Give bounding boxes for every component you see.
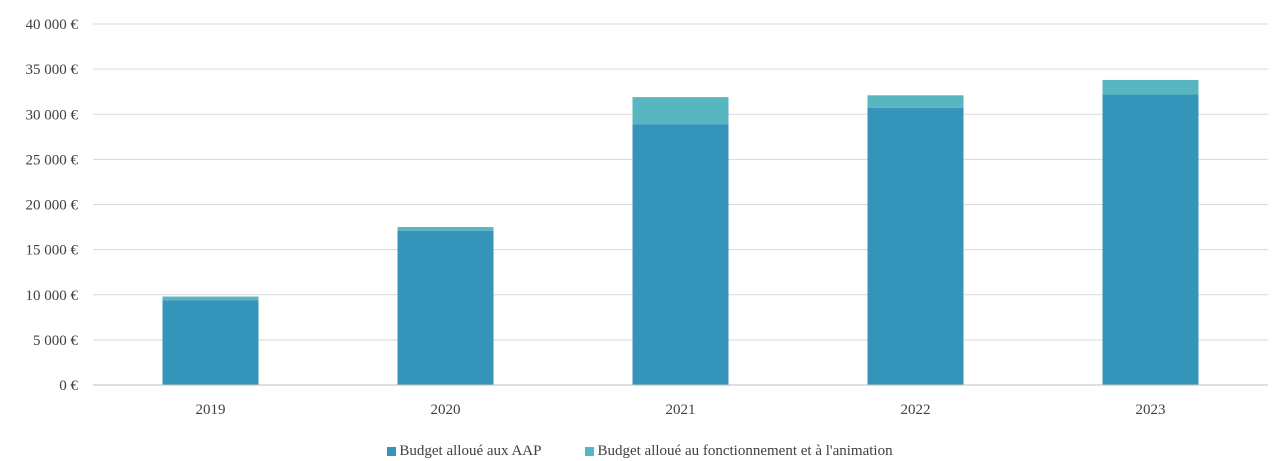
x-tick-label: 2020 [431, 402, 461, 418]
legend-swatch-aap [387, 446, 397, 456]
y-tick-label: 15 000 € [26, 243, 79, 259]
bar-fonctionnement-2021 [632, 97, 729, 125]
bar-aap-2022 [867, 107, 964, 386]
bar-aap-2023 [1102, 94, 1199, 386]
bar-fonctionnement-2020 [397, 227, 494, 231]
legend-item-fonctionnement: Budget alloué au fonctionnement et à l'a… [585, 441, 893, 461]
legend-label-aap: Budget alloué aux AAP [399, 442, 542, 459]
bar-fonctionnement-2023 [1102, 79, 1199, 95]
chart-legend: Budget alloué aux AAP Budget alloué au f… [0, 441, 1280, 461]
bars [162, 79, 1199, 386]
y-tick-label: 30 000 € [26, 107, 79, 123]
y-tick-label: 10 000 € [26, 288, 79, 304]
axes: 0 € 5 000 € 10 000 € 15 000 € 20 000 € 25 000… [26, 17, 1268, 418]
chart-plot: 0 € 5 000 € 10 000 € 15 000 € 20 000 € 25 000… [26, 17, 1268, 418]
y-tick-label: 5 000 € [33, 333, 79, 349]
x-tick-label: 2019 [196, 402, 226, 418]
legend-label-fonctionnement: Budget alloué au fonctionnement et à l'a… [597, 442, 893, 459]
x-tick-label: 2022 [901, 402, 931, 418]
y-tick-label: 25 000 € [26, 152, 79, 168]
y-tick-label: 0 € [59, 378, 78, 394]
bar-fonctionnement-2022 [867, 95, 964, 108]
y-tick-label: 40 000 € [26, 17, 79, 33]
bar-aap-2021 [632, 124, 729, 386]
x-tick-label: 2021 [666, 402, 696, 418]
bar-aap-2020 [397, 230, 494, 385]
y-tick-label: 20 000 € [26, 198, 79, 214]
bar-aap-2019 [162, 300, 259, 385]
legend-swatch-fonctionnement [585, 446, 595, 456]
bar-fonctionnement-2019 [162, 296, 259, 301]
legend-item-aap: Budget alloué aux AAP [387, 441, 541, 461]
x-tick-label: 2023 [1136, 402, 1166, 418]
y-tick-label: 35 000 € [26, 62, 79, 78]
